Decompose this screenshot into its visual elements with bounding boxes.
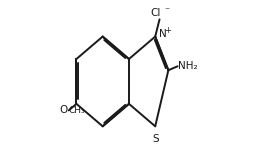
Text: NH₂: NH₂ [178,61,198,71]
Text: +: + [165,26,171,35]
Text: S: S [152,134,159,144]
Text: N: N [159,29,167,39]
Text: CH₃: CH₃ [68,106,85,115]
Text: Cl: Cl [150,8,161,18]
Text: O: O [60,105,68,115]
Text: ⁻: ⁻ [164,6,169,16]
